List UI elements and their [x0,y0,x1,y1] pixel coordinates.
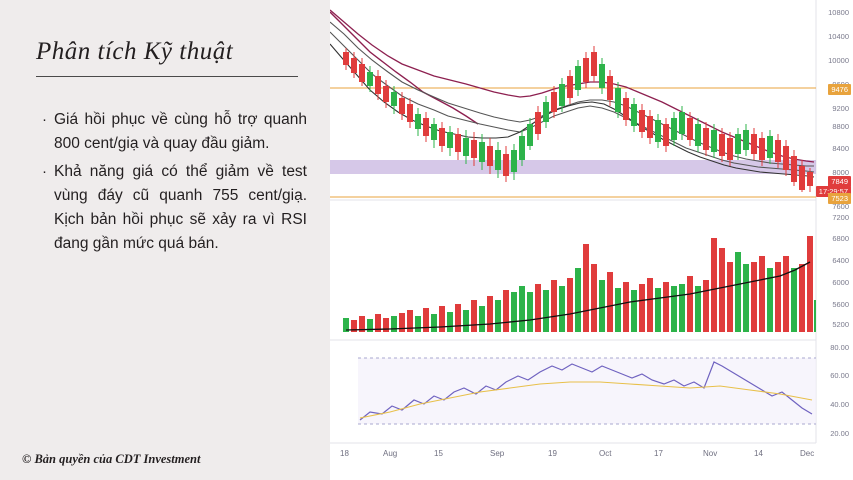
y-tick-label: 8000 [832,168,849,177]
candlestick-series [343,46,813,192]
bullet-marker-icon: · [42,111,47,128]
volume-ma-line [345,261,811,331]
x-tick-label: Nov [703,449,718,458]
rsi-signal-line [359,381,813,419]
volume-bars [343,236,816,332]
bullet-list: · Giá hồi phục về cùng hỗ trợ quanh 800 … [42,108,307,260]
x-tick-label: Dec [800,449,815,458]
y-tick-label: 6400 [832,256,849,265]
x-tick-label: Aug [383,449,398,458]
ma-mid-line [330,21,814,167]
volume-pane [343,236,816,332]
rsi-pane [358,357,816,425]
technical-chart [330,0,817,444]
x-tick-label: 17 [654,449,663,458]
ma-long-line [330,11,479,125]
x-tick-label: Oct [599,449,612,458]
y-tick-label: 5200 [832,320,849,329]
bullet-marker-icon: · [42,163,47,180]
price-pane [330,9,816,198]
y-tick-label: 10800 [828,8,849,17]
x-tick-label: 15 [434,449,443,458]
y-tick-label: 10000 [828,56,849,65]
y-tick-label: 7200 [832,213,849,222]
bullet-text: Khả năng giá có thể giảm về test vùng đá… [54,163,307,252]
y-tick-label: 9200 [832,104,849,113]
support-price-tag: 7523 [828,193,851,204]
chart-container: 10800 10400 10000 9600 9200 8800 8400 80… [330,0,853,480]
last-price-tag: 7849 [828,176,851,187]
y-tick-label: 10400 [828,32,849,41]
x-tick-label: 19 [548,449,557,458]
list-item: · Khả năng giá có thể giảm về test vùng … [42,160,307,256]
copyright-notice: © Bản quyền của CDT Investment [22,452,201,466]
rsi-line [359,361,813,421]
x-tick-label: Sep [490,449,505,458]
x-tick-label: 18 [340,449,349,458]
ma-fast-line [330,31,815,173]
rsi-tick-label: 80.00 [830,343,849,352]
support-band [330,160,816,174]
y-tick-label: 5600 [832,300,849,309]
left-text-panel: Phân tích Kỹ thuật · Giá hồi phục về cùn… [0,0,330,480]
rsi-tick-label: 40.00 [830,400,849,409]
title-divider [36,76,298,77]
y-tick-label: 6800 [832,234,849,243]
y-tick-label: 8400 [832,144,849,153]
bullet-text: Giá hồi phục về cùng hỗ trợ quanh 800 ce… [54,111,307,152]
ma-slow-line [330,9,815,163]
y-tick-label: 6000 [832,278,849,287]
rsi-tick-label: 60.00 [830,371,849,380]
page-title: Phân tích Kỹ thuật [36,38,234,65]
countdown-tag: 17:29:57 [815,186,851,197]
rsi-tick-label: 20.00 [830,429,849,438]
list-item: · Giá hồi phục về cùng hỗ trợ quanh 800 … [42,108,307,156]
resistance-price-tag: 9476 [828,84,851,95]
y-tick-label: 8800 [832,122,849,131]
y-tick-label: 7600 [832,202,849,211]
x-tick-label: 14 [754,449,763,458]
